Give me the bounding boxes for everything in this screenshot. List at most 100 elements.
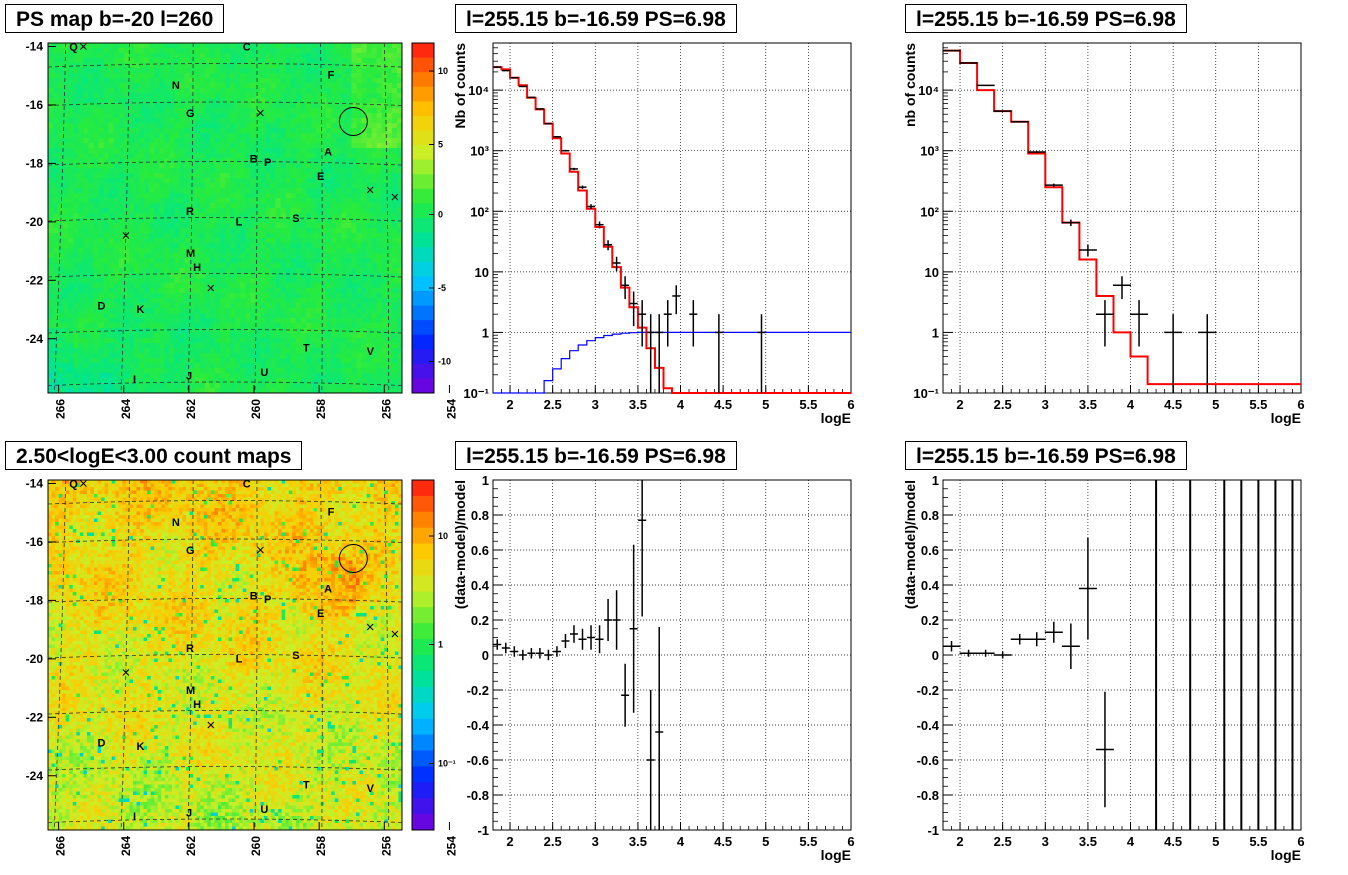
- colorbar-bin: [412, 57, 434, 73]
- map-pixel: [376, 163, 383, 169]
- map-pixel: [326, 68, 332, 74]
- map-pixel: [174, 158, 180, 164]
- map-pixel: [295, 123, 302, 129]
- map-pixel: [235, 98, 241, 104]
- map-pixel: [331, 53, 337, 59]
- map-pixel: [391, 243, 398, 249]
- map-pixel: [113, 318, 120, 324]
- map-pixel: [164, 188, 170, 194]
- map-pixel: [331, 118, 337, 124]
- map-pixel: [351, 53, 357, 59]
- map-pixel: [250, 208, 256, 214]
- map-pixel: [189, 203, 196, 209]
- map-pixel: [214, 238, 221, 244]
- map-pixel: [285, 68, 292, 74]
- map-pixel: [68, 268, 74, 274]
- map-pixel: [113, 213, 120, 219]
- map-pixel: [295, 113, 302, 119]
- map-pixel: [290, 58, 297, 64]
- map-pixel: [48, 298, 54, 304]
- map-pixel: [280, 353, 287, 359]
- map-pixel: [250, 228, 256, 234]
- map-pixel: [63, 178, 69, 184]
- map-pixel: [255, 363, 261, 369]
- map-pixel: [174, 358, 180, 364]
- map-pixel: [199, 198, 206, 204]
- map-pixel: [184, 388, 190, 394]
- map-pixel: [331, 123, 337, 129]
- map-pixel: [108, 123, 115, 129]
- map-pixel: [225, 273, 231, 279]
- map-pixel: [305, 118, 312, 124]
- map-pixel: [159, 278, 165, 284]
- map-pixel: [214, 118, 221, 124]
- map-pixel: [275, 178, 281, 184]
- map-pixel: [144, 268, 150, 274]
- map-pixel: [240, 368, 246, 374]
- map-pixel: [366, 383, 373, 389]
- map-pixel: [305, 213, 312, 219]
- map-pixel: [366, 243, 373, 249]
- map-pixel: [93, 213, 99, 219]
- map-pixel: [118, 283, 125, 289]
- map-pixel: [93, 73, 99, 79]
- map-pixel: [396, 278, 403, 284]
- map-pixel: [179, 168, 185, 174]
- map-pixel: [78, 98, 84, 104]
- map-pixel: [159, 138, 165, 144]
- map-pixel: [316, 313, 322, 319]
- map-pixel: [199, 188, 206, 194]
- map-pixel: [113, 163, 120, 169]
- map-pixel: [179, 328, 185, 334]
- map-pixel: [68, 233, 74, 239]
- map-pixel: [341, 63, 347, 69]
- map-pixel: [270, 263, 276, 269]
- map-pixel: [245, 373, 251, 379]
- map-pixel: [78, 248, 84, 254]
- map-pixel: [316, 128, 322, 134]
- map-pixel: [68, 193, 74, 199]
- map-pixel: [285, 288, 292, 294]
- map-pixel: [265, 263, 271, 269]
- map-pixel: [356, 98, 362, 104]
- map-pixel: [68, 53, 74, 59]
- map-pixel: [88, 388, 94, 394]
- map-pixel: [285, 278, 292, 284]
- map-pixel: [108, 243, 115, 249]
- map-pixel: [321, 288, 327, 294]
- map-pixel: [336, 138, 342, 144]
- map-pixel: [305, 123, 312, 129]
- map-pixel: [159, 298, 165, 304]
- map-pixel: [225, 193, 231, 199]
- map-pixel: [326, 248, 332, 254]
- map-pixel: [58, 273, 64, 279]
- map-pixel: [285, 208, 292, 214]
- map-pixel: [300, 58, 307, 64]
- map-pixel: [179, 173, 185, 179]
- map-pixel: [48, 363, 54, 369]
- map-pixel: [133, 223, 140, 229]
- map-pixel: [73, 268, 79, 274]
- map-pixel: [83, 108, 89, 114]
- map-pixel: [260, 263, 266, 269]
- map-pixel: [356, 108, 362, 114]
- map-pixel: [285, 133, 292, 139]
- map-pixel: [113, 248, 120, 254]
- map-pixel: [189, 93, 196, 99]
- map-pixel: [149, 368, 155, 374]
- map-pixel: [108, 223, 115, 229]
- map-xtick-label: 256: [379, 399, 393, 419]
- map-pixel: [260, 273, 266, 279]
- map-pixel: [346, 383, 352, 389]
- map-pixel: [305, 353, 312, 359]
- map-pixel: [300, 308, 307, 314]
- map-pixel: [336, 93, 342, 99]
- map-pixel: [48, 128, 54, 134]
- map-pixel: [285, 58, 292, 64]
- map-pixel: [361, 188, 367, 194]
- map-pixel: [361, 78, 367, 84]
- map-pixel: [128, 93, 135, 99]
- map-pixel: [204, 343, 211, 349]
- map-pixel: [93, 368, 99, 374]
- colorbar-bin: [412, 363, 434, 379]
